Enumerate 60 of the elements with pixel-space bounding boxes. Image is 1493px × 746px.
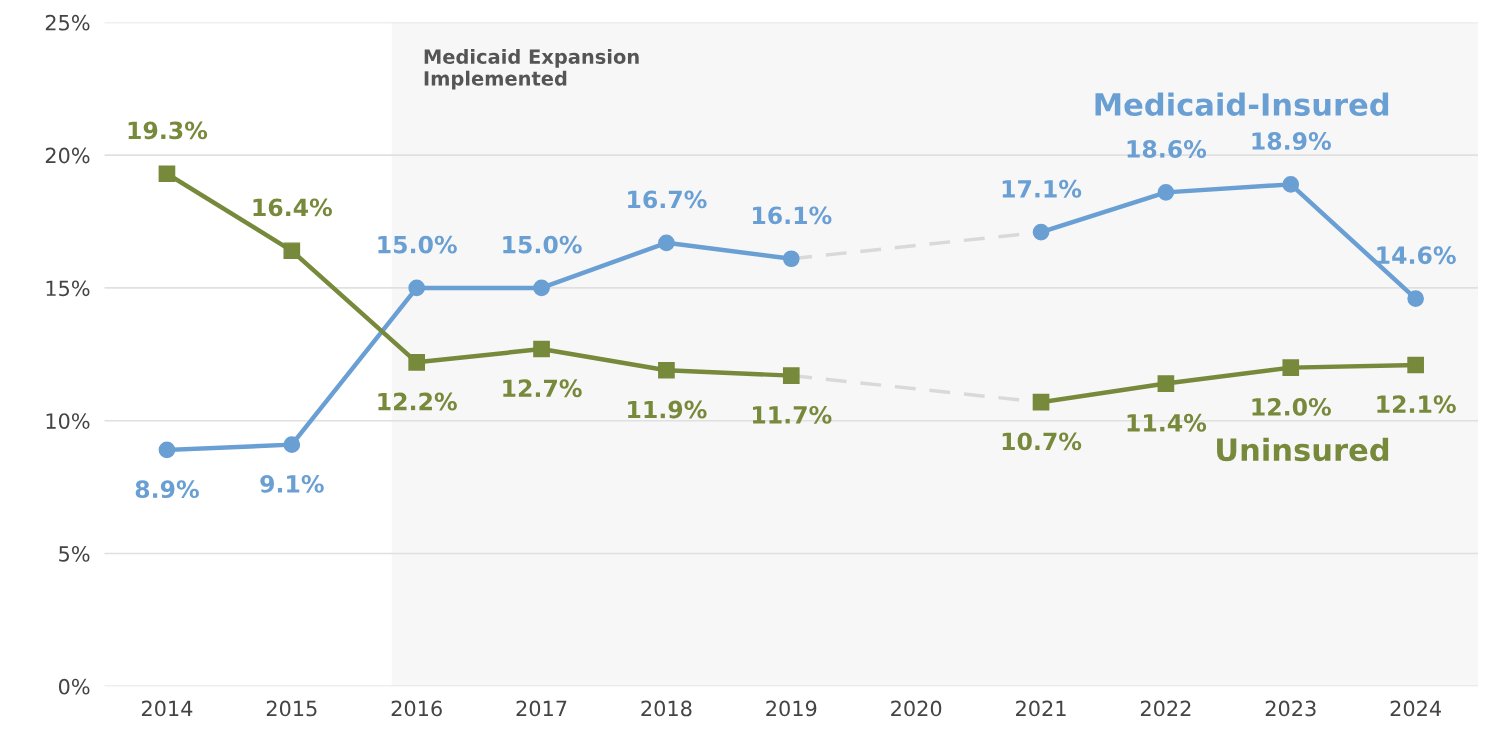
x-tick-label: 2015 (266, 700, 317, 717)
text: Medicaid-Insured (1095, 92, 1389, 117)
point (782, 367, 800, 384)
x-tick-label: 2024 (1390, 700, 1441, 717)
point (158, 441, 176, 459)
data-label: 15.0% (503, 235, 582, 254)
series-label: Uninsured (1217, 437, 1389, 462)
point (1282, 359, 1300, 376)
x-tick-label: 2020 (891, 700, 942, 717)
data-label: 19.3% (128, 121, 208, 140)
y-tick-label: 20% (45, 147, 90, 164)
x-tick-label: 2018 (641, 700, 692, 717)
data-label: 11.9% (628, 400, 707, 419)
x-tick-label: 2019 (766, 700, 817, 717)
point (533, 340, 550, 358)
point (533, 279, 550, 297)
data-label: 8.9% (135, 480, 199, 499)
point (1032, 223, 1050, 241)
x-tick-label: 2017 (516, 700, 567, 717)
data-label: 18.6% (1127, 140, 1207, 158)
data-label: 18.9% (1252, 132, 1331, 150)
point (1282, 176, 1300, 193)
data-label: 16.4% (253, 198, 333, 217)
point (408, 279, 426, 297)
y-tick-label: 15% (46, 280, 90, 297)
point (1157, 184, 1175, 201)
data-label: 11.7% (753, 405, 832, 424)
data-label: 16.7% (628, 190, 707, 209)
data-label: 17.1% (1002, 179, 1082, 198)
y-tick-label: 25% (45, 14, 90, 31)
point (782, 250, 800, 268)
point (158, 165, 176, 183)
data-label: 15.0% (378, 235, 457, 254)
x-tick-label: 2014 (141, 700, 193, 717)
point (1157, 375, 1175, 392)
data-label: 16.1% (753, 206, 832, 225)
point (1407, 356, 1424, 374)
y-tick-label: 0% (58, 678, 90, 695)
band-label: Medicaid Expansion Implemented (424, 48, 639, 90)
point (1407, 290, 1424, 307)
y-tick-label: 5% (59, 545, 90, 562)
point (283, 436, 301, 453)
point (658, 361, 675, 379)
data-label: 12.1% (1377, 395, 1456, 414)
data-label: 11.4% (1127, 413, 1207, 432)
x-tick-label: 2023 (1265, 700, 1316, 717)
point (658, 234, 675, 252)
y-tick-label: 10% (46, 413, 90, 429)
point (1032, 393, 1050, 411)
data-label: 9.1% (260, 474, 324, 493)
data-label: 12.0% (1252, 397, 1331, 416)
x-tick-label: 2021 (1016, 700, 1066, 717)
x-tick-label: 2016 (391, 700, 442, 717)
x-tick-label: 2022 (1140, 700, 1191, 717)
point (408, 353, 426, 371)
data-label: 12.7% (503, 379, 582, 398)
data-label: 10.7% (1002, 432, 1082, 451)
point (283, 242, 301, 260)
data-label: 14.6% (1377, 246, 1456, 265)
data-label: 12.2% (378, 392, 457, 411)
